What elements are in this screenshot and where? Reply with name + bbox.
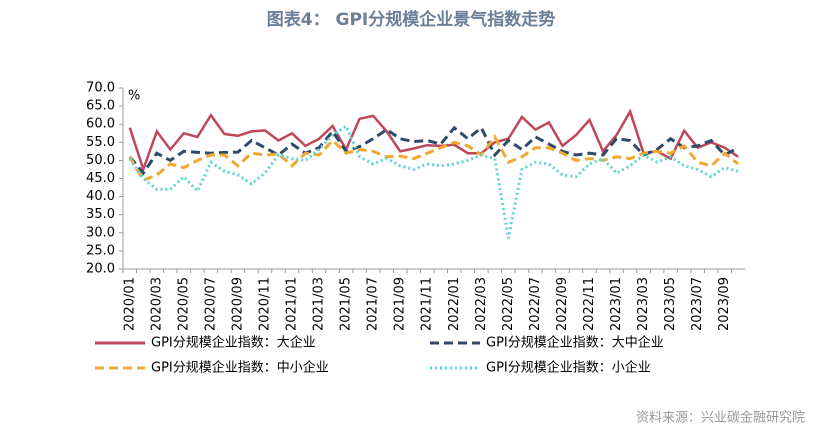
x-tick-label: 2022/07 (528, 277, 543, 331)
y-tick-label: 60.0 (86, 117, 115, 132)
y-tick-label: 20.0 (86, 262, 115, 277)
legend-label: GPI分规模企业指数：中小企业 (151, 360, 329, 376)
x-tick-label: 2022/03 (474, 277, 489, 331)
x-tick-label: 2022/05 (501, 277, 516, 331)
x-tick-label: 2022/11 (582, 277, 597, 331)
x-tick-label: 2023/07 (690, 277, 705, 331)
legend-label: GPI分规模企业指数：大企业 (151, 335, 316, 351)
y-unit: % (128, 89, 140, 104)
x-tick-label: 2023/01 (609, 277, 624, 331)
series-line (128, 108, 739, 174)
x-tick-label: 2022/09 (555, 277, 570, 331)
y-tick-label: 45.0 (86, 171, 115, 186)
series-line (128, 125, 739, 176)
x-tick-label: 2020/07 (203, 277, 218, 331)
x-tick-label: 2021/01 (285, 277, 300, 331)
x-tick-label: 2021/03 (312, 277, 327, 331)
x-tick-label: 2021/05 (339, 277, 354, 331)
x-tick-label: 2021/07 (366, 277, 381, 331)
x-tick-label: 2022/01 (447, 277, 462, 331)
x-tick-label: 2020/09 (230, 277, 245, 331)
legend-label: GPI分规模企业指数：小企业 (486, 360, 651, 376)
y-tick-label: 30.0 (86, 225, 115, 240)
x-tick-label: 2023/09 (717, 277, 732, 331)
y-tick-label: 35.0 (86, 207, 115, 222)
x-tick-label: 2023/05 (663, 277, 678, 331)
y-tick-label: 65.0 (86, 99, 115, 114)
x-tick-label: 2020/01 (122, 277, 137, 331)
x-tick-label: 2020/05 (176, 277, 191, 331)
x-tick-label: 2023/03 (636, 277, 651, 331)
x-tick-label: 2020/03 (149, 277, 164, 331)
series-line (128, 123, 739, 239)
x-tick-label: 2021/09 (393, 277, 408, 331)
y-tick-label: 25.0 (86, 243, 115, 258)
y-tick-label: 70.0 (86, 81, 115, 96)
y-tick-label: 40.0 (86, 189, 115, 204)
y-tick-label: 50.0 (86, 153, 115, 168)
x-tick-label: 2021/11 (420, 277, 435, 331)
legend-label: GPI分规模企业指数：大中企业 (486, 335, 664, 351)
y-tick-label: 55.0 (86, 135, 115, 150)
chart-title: 图表4： GPI分规模企业景气指数走势 (267, 9, 556, 30)
x-tick-label: 2020/11 (257, 277, 272, 331)
source: 资料来源：兴业碳金融研究院 (636, 410, 805, 426)
